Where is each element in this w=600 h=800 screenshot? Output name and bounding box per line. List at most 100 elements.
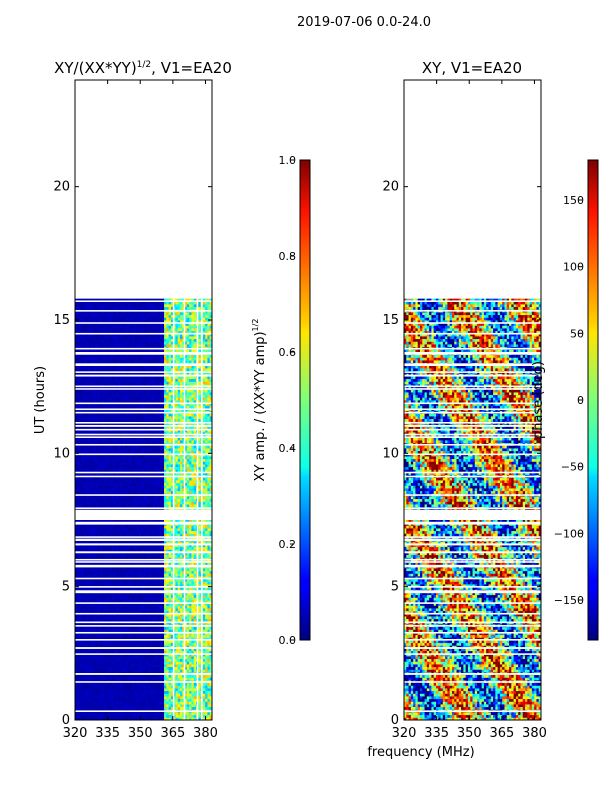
amplitude-heatmap-cell [145, 544, 149, 548]
amplitude-heatmap-cell [166, 648, 170, 652]
amplitude-heatmap-cell [202, 525, 206, 529]
amplitude-heatmap-cell [134, 669, 138, 673]
amplitude-heatmap-cell [81, 642, 85, 646]
amplitude-heatmap-cell [143, 650, 147, 654]
amplitude-heatmap-cell [106, 666, 110, 670]
amplitude-heatmap-cell [127, 656, 131, 660]
amplitude-heatmap-cell [129, 704, 133, 708]
amplitude-heatmap-cell [134, 664, 138, 668]
amplitude-heatmap-cell [161, 669, 165, 673]
amplitude-heatmap-cell [106, 637, 110, 641]
amplitude-heatmap-cell [159, 504, 163, 508]
amplitude-heatmap-cell [100, 661, 103, 665]
amplitude-heatmap-cell [81, 698, 85, 702]
amplitude-heatmap-cell [127, 629, 131, 633]
amplitude-heatmap-cell [109, 661, 112, 665]
amplitude-heatmap-cell [106, 570, 110, 574]
amplitude-heatmap-cell [150, 674, 154, 678]
amplitude-heatmap-cell [150, 656, 154, 660]
amplitude-heatmap-cell [102, 533, 106, 537]
amplitude-heatmap-cell [198, 658, 201, 662]
amplitude-heatmap-cell [113, 648, 117, 652]
amplitude-heatmap-cell [145, 528, 149, 532]
amplitude-heatmap-cell [168, 501, 172, 505]
amplitude-heatmap-cell [118, 642, 122, 646]
amplitude-heatmap-cell [129, 608, 133, 612]
amplitude-heatmap-cell [120, 661, 124, 665]
amplitude-heatmap-cell [86, 698, 90, 702]
amplitude-heatmap-cell [79, 520, 83, 524]
amplitude-heatmap-cell [189, 562, 192, 566]
amplitude-heatmap-cell [86, 546, 90, 550]
amplitude-heatmap-cell [134, 616, 138, 620]
amplitude-heatmap-cell [118, 640, 122, 644]
amplitude-heatmap-cell [198, 568, 201, 572]
amplitude-heatmap-cell [191, 501, 195, 505]
amplitude-heatmap-cell [180, 618, 183, 622]
amplitude-heatmap-cell [186, 570, 190, 574]
amplitude-heatmap-cell [122, 584, 126, 588]
amplitude-heatmap-cell [129, 602, 133, 606]
amplitude-heatmap-cell [143, 640, 147, 644]
amplitude-heatmap-cell [100, 618, 103, 622]
amplitude-heatmap-cell [125, 605, 128, 609]
amplitude-heatmap-cell [141, 490, 144, 494]
amplitude-heatmap-cell [129, 701, 133, 705]
amplitude-heatmap-cell [198, 706, 201, 710]
amplitude-heatmap-cell [79, 698, 83, 702]
amplitude-heatmap-cell [202, 717, 206, 720]
amplitude-heatmap-cell [111, 581, 115, 585]
amplitude-heatmap-cell [77, 594, 80, 598]
amplitude-heatmap-cell [104, 658, 108, 662]
amplitude-heatmap-cell [104, 597, 108, 601]
amplitude-heatmap-cell [84, 554, 87, 558]
amplitude-heatmap-cell [136, 490, 140, 494]
amplitude-heatmap-cell [88, 696, 92, 700]
amplitude-heatmap-cell [148, 546, 151, 550]
amplitude-heatmap-cell [182, 576, 185, 580]
amplitude-heatmap-cell [209, 605, 212, 609]
amplitude-heatmap-cell [113, 618, 117, 622]
amplitude-heatmap-cell [129, 488, 133, 492]
amplitude-heatmap-cell [106, 656, 110, 660]
amplitude-heatmap-cell [184, 682, 188, 686]
amplitude-heatmap-cell [164, 570, 167, 574]
amplitude-heatmap-cell [129, 520, 133, 524]
amplitude-heatmap-cell [170, 696, 174, 700]
amplitude-heatmap-cell [136, 568, 140, 572]
amplitude-heatmap-cell [161, 642, 165, 646]
amplitude-heatmap-cell [111, 608, 115, 612]
amplitude-heatmap-cell [191, 661, 195, 665]
amplitude-heatmap-cell [100, 650, 103, 654]
amplitude-heatmap-cell [122, 544, 126, 548]
amplitude-heatmap-cell [136, 661, 140, 665]
amplitude-heatmap-cell [157, 597, 160, 601]
amplitude-heatmap-cell [189, 656, 192, 660]
amplitude-heatmap-cell [79, 501, 83, 505]
amplitude-heatmap-cell [191, 592, 195, 596]
amplitude-heatmap-cell [148, 674, 151, 678]
amplitude-heatmap-cell [184, 677, 188, 681]
amplitude-heatmap-cell [127, 706, 131, 710]
amplitude-heatmap-cell [77, 640, 80, 644]
amplitude-heatmap-cell [157, 693, 160, 697]
amplitude-heatmap-cell [122, 698, 126, 702]
amplitude-heatmap-cell [202, 602, 206, 606]
amplitude-heatmap-cell [129, 568, 133, 572]
amplitude-heatmap-cell [129, 666, 133, 670]
amplitude-heatmap-cell [157, 605, 160, 609]
amplitude-heatmap-cell [152, 546, 156, 550]
amplitude-heatmap-cell [88, 592, 92, 596]
amplitude-heatmap-cell [189, 706, 192, 710]
amplitude-heatmap-cell [182, 656, 185, 660]
amplitude-heatmap-cell [93, 600, 96, 604]
amplitude-heatmap-cell [129, 554, 133, 558]
amplitude-heatmap-cell [109, 568, 112, 572]
amplitude-heatmap-cell [77, 637, 80, 641]
amplitude-heatmap-cell [170, 608, 174, 612]
amplitude-heatmap-cell [184, 584, 188, 588]
amplitude-heatmap-cell [168, 605, 172, 609]
amplitude-heatmap-cell [164, 552, 167, 556]
amplitude-heatmap-cell [106, 573, 110, 577]
amplitude-heatmap-cell [159, 554, 163, 558]
